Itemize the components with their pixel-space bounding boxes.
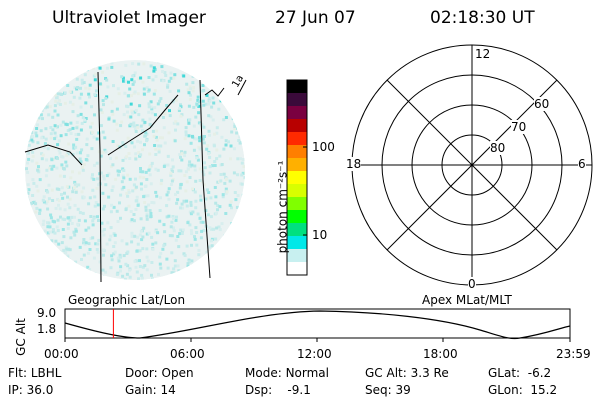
colorbar-segment	[287, 249, 307, 263]
timeline-xtick-label: 00:00	[44, 347, 79, 361]
date-label: 27 Jun 07	[275, 8, 356, 28]
info-ip: IP: 36.0	[8, 383, 54, 397]
colorbar-tick-label: 100	[312, 140, 335, 154]
colorbar-segment	[287, 171, 307, 185]
info-dsp: Dsp: -9.1	[245, 383, 311, 397]
geo-label: Geographic Lat/Lon	[68, 293, 186, 307]
geo-grid-line	[107, 94, 179, 156]
colorbar-segment	[287, 93, 307, 107]
geo-grid-line	[24, 144, 83, 166]
geo-grid-line	[199, 79, 211, 279]
info-glon: GLon: 15.2	[488, 383, 558, 397]
info-gc-alt: GC Alt: 3.3 Re	[365, 366, 449, 380]
info-mode: Mode: Normal	[245, 366, 329, 380]
app-title: Ultraviolet Imager	[52, 8, 206, 28]
altitude-curve	[64, 310, 571, 340]
time-label: 02:18:30 UT	[430, 8, 535, 28]
colorbar-segment	[287, 262, 307, 276]
colorbar-segment	[287, 210, 307, 224]
mlt-label-0: 0	[468, 277, 476, 291]
timeline-xtick-label: 06:00	[170, 347, 205, 361]
colorbar-tick-label: 10	[312, 228, 328, 242]
colorbar-segment	[287, 80, 307, 94]
geo-grid-line	[97, 71, 102, 283]
info-flt: Flt: LBHL	[8, 366, 62, 380]
colorbar-segment	[287, 223, 307, 237]
colorbar-segment	[287, 236, 307, 250]
colorbar-segment	[287, 158, 307, 172]
timeline-ytick: 9.0	[37, 306, 57, 320]
timeline-frame	[64, 308, 571, 339]
timeline-ytick: 1.8	[37, 322, 57, 336]
timeline-xtick-label: 12:00	[297, 347, 332, 361]
lat-label-60: 60	[534, 97, 550, 111]
polar-diagonal	[386, 79, 558, 251]
timeline-xtick-label: 18:00	[423, 347, 458, 361]
info-door: Door: Open	[125, 366, 194, 380]
timeline-xtick-label: 23:59	[556, 347, 591, 361]
colorbar-segment	[287, 106, 307, 120]
colorbar-segment	[287, 119, 307, 133]
colorbar-segment	[287, 132, 307, 146]
lat-label-70: 70	[511, 120, 527, 134]
colorbar-segment	[287, 184, 307, 198]
lat-label-80: 80	[490, 141, 506, 155]
info-seq: Seq: 39	[365, 383, 411, 397]
geo-grid-line	[204, 87, 225, 97]
geo-grid-line	[237, 79, 247, 96]
colorbar-segment	[287, 145, 307, 159]
mlt-label-12: 12	[475, 47, 491, 61]
mlt-label-18: 18	[346, 157, 362, 171]
mlt-label-6: 6	[578, 157, 586, 171]
colorbar-segment	[287, 197, 307, 211]
info-glat: GLat: -6.2	[488, 366, 552, 380]
info-gain: Gain: 14	[125, 383, 176, 397]
apex-label: Apex MLat/MLT	[422, 293, 512, 307]
